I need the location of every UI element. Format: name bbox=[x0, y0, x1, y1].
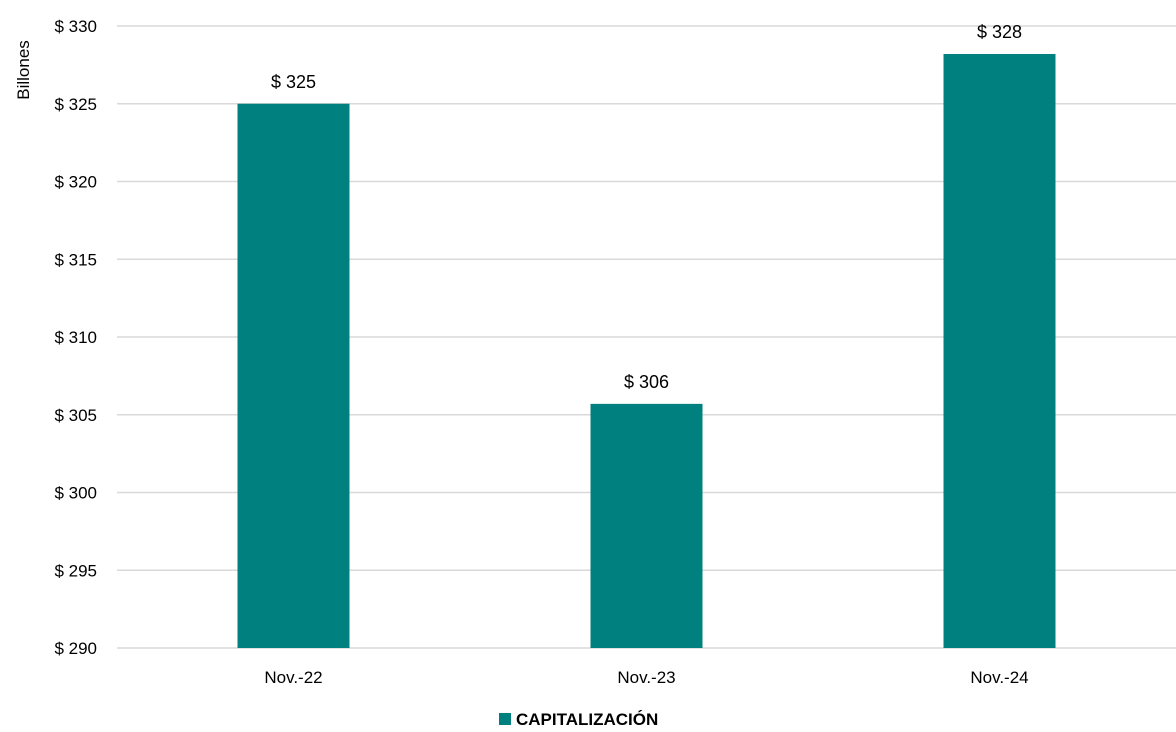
bar bbox=[943, 53, 1056, 649]
x-tick-label: Nov.-24 bbox=[970, 668, 1028, 687]
legend-swatch bbox=[499, 713, 511, 725]
data-label: $ 306 bbox=[624, 372, 669, 392]
data-label: $ 325 bbox=[271, 72, 316, 92]
bars bbox=[237, 53, 1056, 649]
legend-label: CAPITALIZACIÓN bbox=[516, 710, 658, 729]
x-tick-label: Nov.-23 bbox=[617, 668, 675, 687]
data-label: $ 328 bbox=[977, 22, 1022, 42]
y-axis-label: Billones bbox=[14, 40, 33, 100]
y-tick-label: $ 330 bbox=[54, 17, 97, 36]
y-tick-label: $ 305 bbox=[54, 406, 97, 425]
y-tick-label: $ 320 bbox=[54, 173, 97, 192]
y-tick-label: $ 290 bbox=[54, 639, 97, 658]
y-tick-label: $ 315 bbox=[54, 250, 97, 269]
x-axis-tick-labels: Nov.-22 Nov.-23 Nov.-24 bbox=[264, 668, 1028, 687]
y-tick-label: $ 325 bbox=[54, 95, 97, 114]
bar bbox=[590, 403, 703, 648]
y-tick-label: $ 295 bbox=[54, 561, 97, 580]
legend: CAPITALIZACIÓN bbox=[499, 710, 658, 729]
bar bbox=[237, 103, 350, 648]
y-tick-label: $ 310 bbox=[54, 328, 97, 347]
x-tick-label: Nov.-22 bbox=[264, 668, 322, 687]
y-axis-tick-labels: $ 290 $ 295 $ 300 $ 305 $ 310 $ 315 $ 320 $ 325… bbox=[54, 17, 97, 658]
y-tick-label: $ 300 bbox=[54, 484, 97, 503]
data-labels: $ 325 $ 306 $ 328 bbox=[271, 22, 1022, 392]
